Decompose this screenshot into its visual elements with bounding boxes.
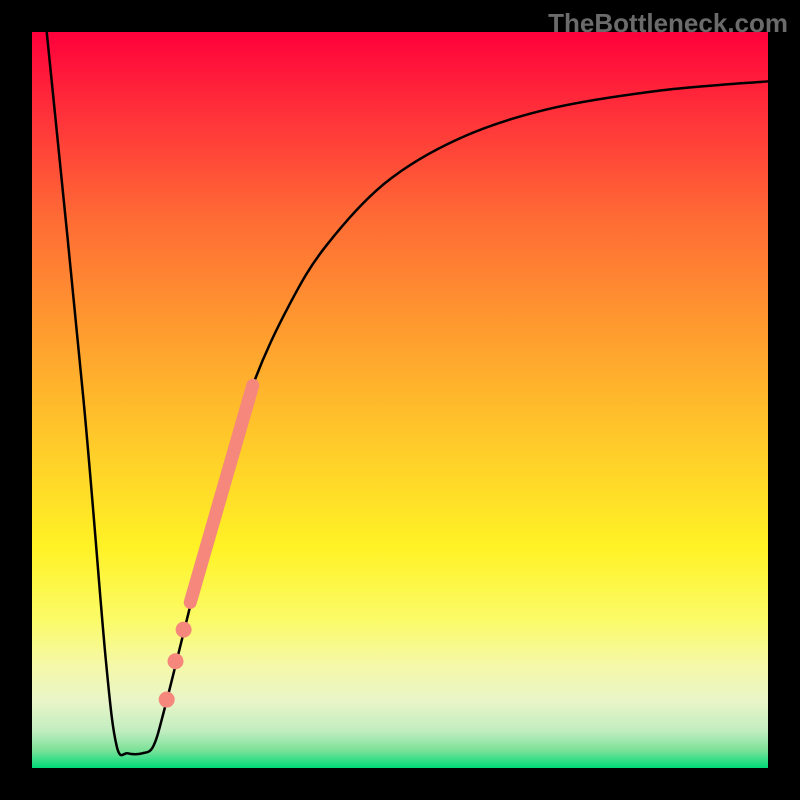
chart-svg [0, 0, 800, 800]
chart-container: TheBottleneck.com [0, 0, 800, 800]
chart-background [32, 32, 768, 768]
watermark-text: TheBottleneck.com [548, 8, 788, 39]
marker-dot [176, 622, 192, 638]
marker-dot [168, 653, 184, 669]
marker-dot [159, 692, 175, 708]
